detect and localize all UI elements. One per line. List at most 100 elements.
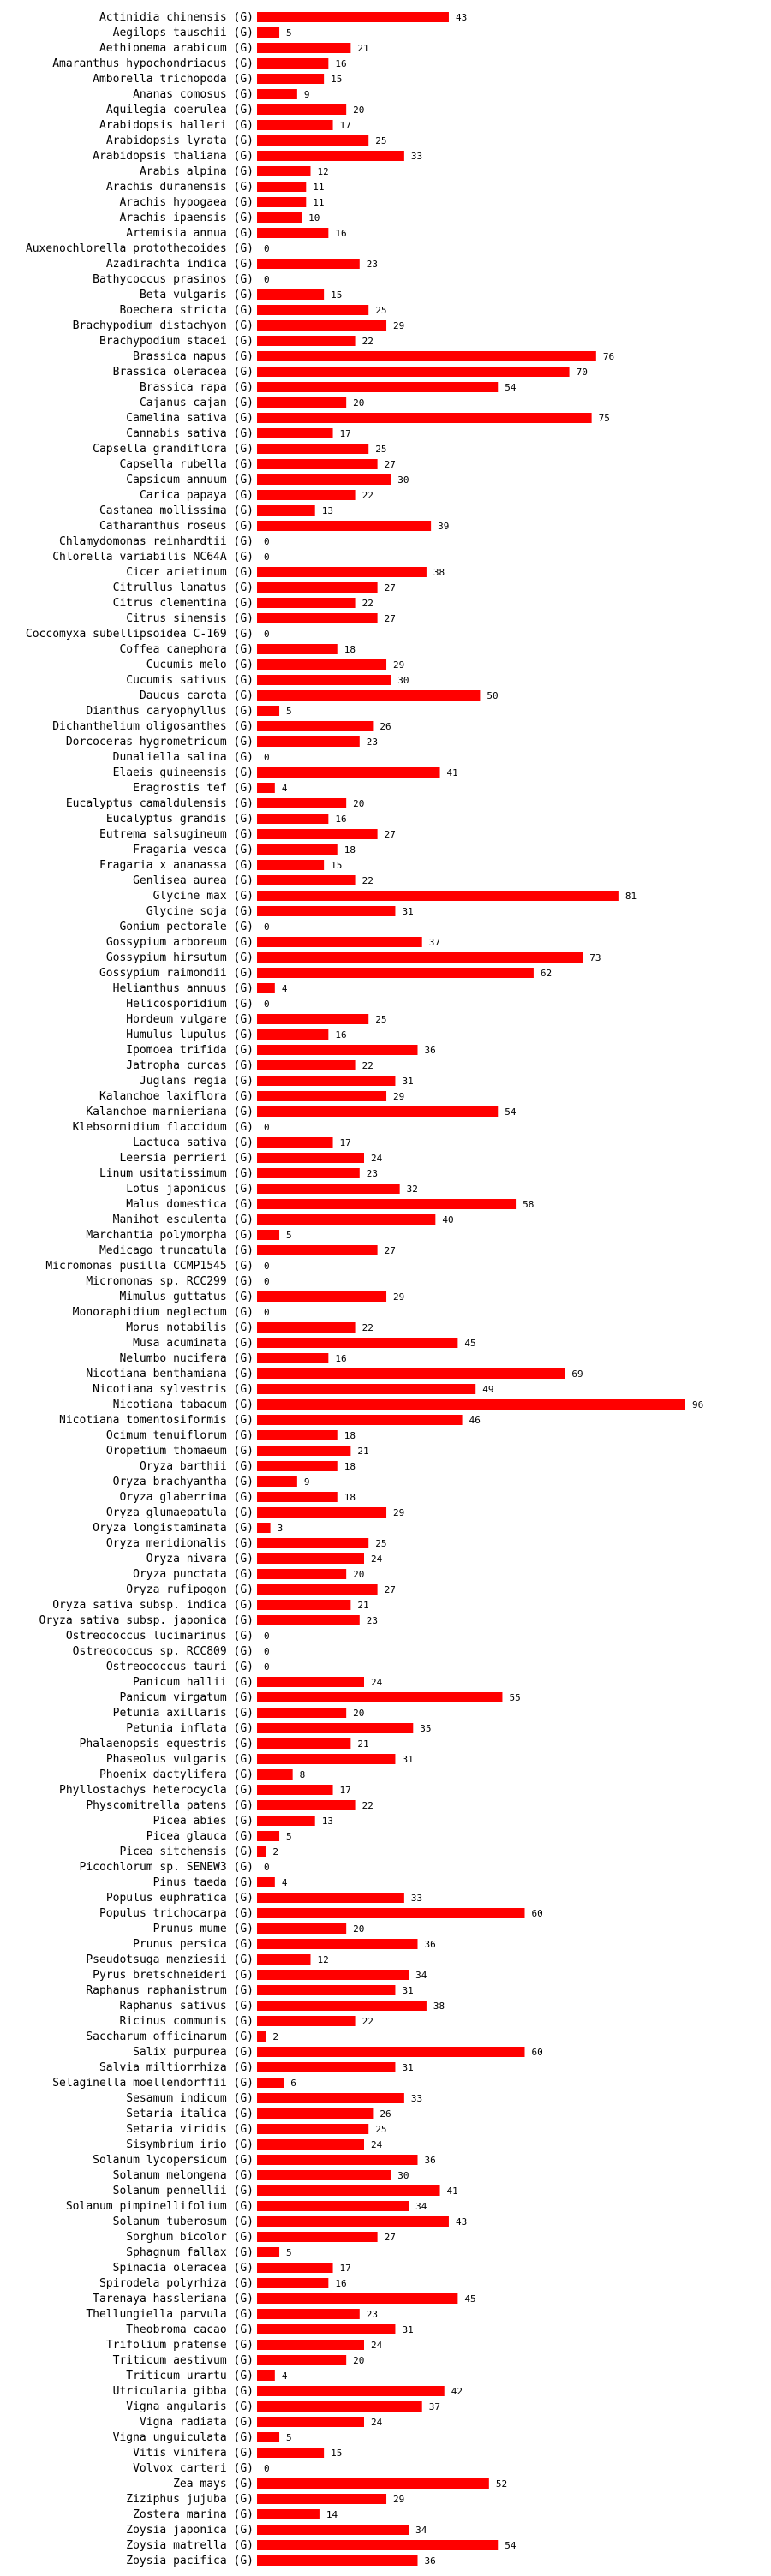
category-label: Arachis ipaensis (G) <box>119 212 254 224</box>
bar <box>257 336 356 346</box>
category-label: Glycine max (G) <box>153 890 254 903</box>
value-label: 34 <box>415 1970 427 1981</box>
value-label: 36 <box>425 2555 436 2567</box>
bar <box>257 1153 364 1163</box>
bar <box>257 228 329 238</box>
category-label: Capsella grandiflora (G) <box>93 443 254 456</box>
bar <box>257 1091 387 1101</box>
bar <box>257 2448 325 2458</box>
category-label: Oropetium thomaeum (G) <box>106 1445 254 1458</box>
value-label: 43 <box>456 2216 467 2227</box>
bar <box>257 2417 364 2427</box>
bar <box>257 1785 333 1795</box>
bar <box>257 1045 418 1055</box>
value-label: 24 <box>371 2139 383 2150</box>
bar <box>257 1816 315 1826</box>
value-label: 46 <box>469 1415 481 1426</box>
bar <box>257 351 596 361</box>
bar <box>257 1985 396 1995</box>
category-label: Oryza brachyantha (G) <box>113 1476 254 1488</box>
value-label: 5 <box>286 1831 292 1842</box>
category-label: Citrus sinensis (G) <box>126 612 254 625</box>
value-label: 25 <box>375 1014 386 1025</box>
category-label: Arachis hypogaea (G) <box>119 196 254 209</box>
value-label: 5 <box>286 1230 292 1241</box>
bar <box>257 952 583 963</box>
value-label: 0 <box>264 552 270 563</box>
category-label: Saccharum officinarum (G) <box>86 2030 254 2043</box>
value-label: 18 <box>344 1430 356 1441</box>
value-label: 50 <box>487 690 498 701</box>
bar <box>257 89 297 99</box>
category-label: Humulus lupulus (G) <box>126 1029 254 1041</box>
value-label: 36 <box>425 1939 436 1950</box>
bar <box>257 829 378 839</box>
value-label: 0 <box>264 921 270 933</box>
value-label: 17 <box>340 1785 351 1796</box>
bar <box>257 2555 418 2566</box>
bar <box>257 1769 293 1780</box>
bar <box>257 1338 458 1348</box>
bar <box>257 2031 266 2042</box>
value-label: 11 <box>313 182 324 193</box>
bar <box>257 2108 374 2119</box>
category-label: Oryza barthii (G) <box>140 1460 254 1473</box>
bar <box>257 212 302 223</box>
value-label: 0 <box>264 752 270 763</box>
value-label: 9 <box>304 1476 310 1488</box>
category-label: Zoysia pacifica (G) <box>126 2555 254 2567</box>
value-label: 15 <box>331 860 342 871</box>
category-label: Triticum urartu (G) <box>126 2370 254 2382</box>
category-label: Malus domestica (G) <box>126 1198 254 1211</box>
value-label: 15 <box>331 289 342 301</box>
bar <box>257 2401 422 2412</box>
category-label: Brassica rapa (G) <box>140 381 254 394</box>
value-label: 31 <box>402 1985 413 1996</box>
bar <box>257 1446 351 1456</box>
category-label: Camelina sativa (G) <box>126 412 254 425</box>
bar <box>257 1291 387 1302</box>
value-label: 25 <box>375 2124 386 2135</box>
value-label: 17 <box>340 428 351 439</box>
bar <box>257 259 360 269</box>
bar <box>257 1415 463 1425</box>
category-label: Amaranthus hypochondriacus (G) <box>52 57 254 70</box>
value-label: 96 <box>692 1399 703 1410</box>
category-label: Arabidopsis thaliana (G) <box>93 150 254 163</box>
category-label: Daucus carota (G) <box>140 689 254 702</box>
value-label: 70 <box>577 367 588 378</box>
value-label: 31 <box>402 2324 413 2335</box>
value-label: 29 <box>393 1091 404 1102</box>
category-label: Citrullus lanatus (G) <box>113 581 254 594</box>
value-label: 36 <box>425 1045 436 1056</box>
bar <box>257 1800 356 1810</box>
category-label: Arabidopsis lyrata (G) <box>106 134 254 147</box>
bar <box>257 798 347 808</box>
value-label: 25 <box>375 444 386 455</box>
value-label: 24 <box>371 1553 383 1565</box>
bar <box>257 397 347 408</box>
bar <box>257 1954 311 1965</box>
bar <box>257 1723 414 1733</box>
value-label: 31 <box>402 1076 413 1087</box>
value-label: 32 <box>407 1184 418 1195</box>
category-label: Citrus clementina (G) <box>113 597 254 610</box>
category-label: Petunia inflata (G) <box>126 1722 254 1735</box>
category-label: Dorcoceras hygrometricum (G) <box>66 736 254 748</box>
category-label: Phalaenopsis equestris (G) <box>80 1738 254 1750</box>
category-label: Aethionema arabicum (G) <box>99 42 254 55</box>
value-label: 29 <box>393 659 404 671</box>
value-label: 27 <box>385 582 396 593</box>
category-label: Ananas comosus (G) <box>133 88 254 101</box>
value-label: 33 <box>411 2093 422 2104</box>
category-label: Castanea mollissima (G) <box>99 504 254 517</box>
category-label: Nicotiana sylvestris (G) <box>93 1383 254 1396</box>
category-label: Solanum tuberosum (G) <box>113 2215 254 2228</box>
value-label: 23 <box>367 1615 378 1626</box>
value-label: 0 <box>264 999 270 1010</box>
bar <box>257 1184 400 1194</box>
value-label: 73 <box>589 952 601 963</box>
category-label: Brassica oleracea (G) <box>113 366 254 379</box>
value-label: 22 <box>362 598 374 609</box>
